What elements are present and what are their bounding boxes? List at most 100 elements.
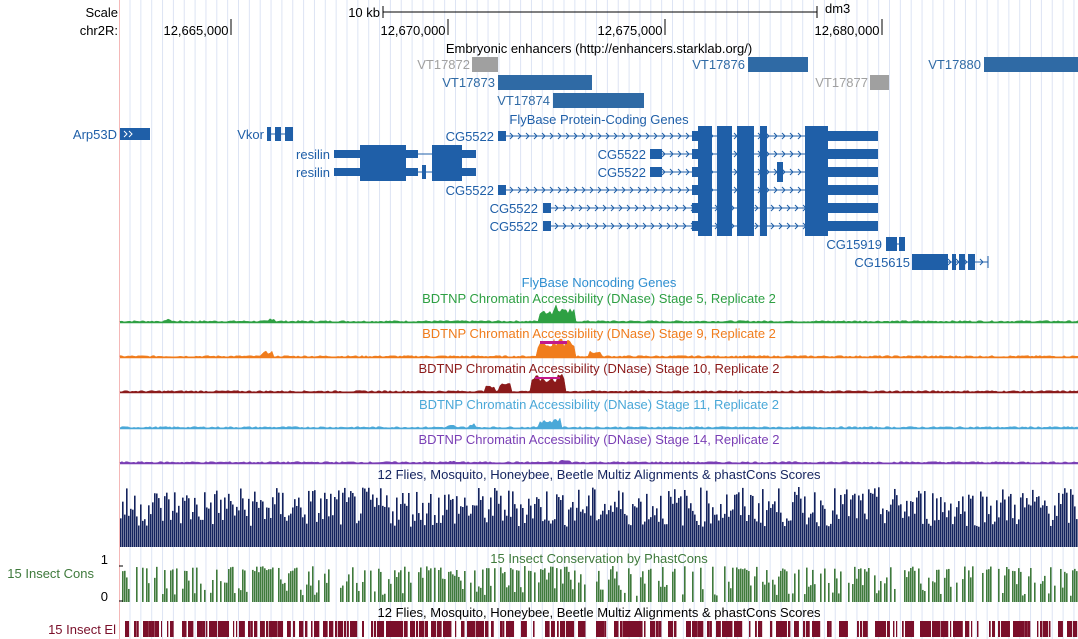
conserved-element[interactable] <box>404 621 408 637</box>
conserved-element[interactable] <box>863 621 868 637</box>
conserved-element[interactable] <box>347 621 349 637</box>
conserved-element[interactable] <box>335 621 338 637</box>
conserved-element[interactable] <box>935 621 939 637</box>
conserved-element[interactable] <box>254 621 258 637</box>
conserved-element[interactable] <box>692 621 698 637</box>
conserved-element[interactable] <box>1022 621 1025 637</box>
conserved-element[interactable] <box>440 621 442 637</box>
conserved-element[interactable] <box>1058 621 1063 637</box>
conserved-element[interactable] <box>392 621 398 637</box>
conserved-element[interactable] <box>395 621 400 637</box>
conserved-element[interactable] <box>482 621 485 637</box>
conserved-element[interactable] <box>266 621 269 637</box>
conserved-element[interactable] <box>968 621 970 637</box>
conserved-element[interactable] <box>578 621 583 637</box>
conserved-element[interactable] <box>749 621 751 637</box>
conserved-element[interactable] <box>329 621 333 637</box>
conserved-element[interactable] <box>989 621 991 637</box>
conserved-element[interactable] <box>1067 621 1073 637</box>
conserved-element[interactable] <box>446 621 452 637</box>
conserved-element[interactable] <box>524 621 526 637</box>
conserved-element[interactable] <box>992 621 996 637</box>
flybase-noncoding-track-title[interactable]: FlyBase Noncoding Genes <box>521 275 677 290</box>
conserved-element[interactable] <box>251 621 253 637</box>
conserved-element[interactable] <box>353 621 358 637</box>
conserved-element[interactable] <box>374 621 377 637</box>
conserved-element[interactable] <box>566 621 572 637</box>
conserved-element[interactable] <box>338 621 344 637</box>
conserved-element[interactable] <box>434 621 436 637</box>
conserved-element[interactable] <box>1007 621 1010 637</box>
conserved-element[interactable] <box>209 621 213 637</box>
conserved-element[interactable] <box>218 621 224 637</box>
conserved-element[interactable] <box>161 621 163 637</box>
conserved-element[interactable] <box>233 621 235 637</box>
gene-model[interactable] <box>543 216 878 236</box>
conserved-element[interactable] <box>656 621 659 637</box>
conserved-element[interactable] <box>563 621 565 637</box>
enhancer-box[interactable] <box>498 75 592 90</box>
conserved-element[interactable] <box>1028 621 1031 637</box>
conserved-element[interactable] <box>137 621 139 637</box>
dnase-stage5-title[interactable]: BDTNP Chromatin Accessibility (DNase) St… <box>422 291 776 306</box>
conserved-element[interactable] <box>317 621 319 637</box>
conserved-element[interactable] <box>887 621 890 637</box>
conserved-element[interactable] <box>1046 621 1048 637</box>
conserved-element[interactable] <box>716 621 721 637</box>
conserved-element[interactable] <box>635 621 641 637</box>
gene-label-resilin-2[interactable]: resilin <box>296 165 330 180</box>
conserved-element[interactable] <box>926 621 932 637</box>
gene-label-cg15615[interactable]: CG15615 <box>854 255 910 270</box>
gene-label-cg5522-4[interactable]: CG5522 <box>445 183 494 198</box>
gene-model[interactable] <box>334 145 476 163</box>
conserved-element[interactable] <box>212 621 217 637</box>
conserved-element[interactable] <box>500 621 503 637</box>
conserved-element[interactable] <box>584 621 586 637</box>
conserved-element[interactable] <box>701 621 704 637</box>
conserved-element[interactable] <box>134 621 137 637</box>
conserved-element[interactable] <box>881 621 887 637</box>
enhancer-label-vt17876[interactable]: VT17876 <box>692 57 745 72</box>
conserved-element[interactable] <box>143 621 149 637</box>
dnase-stage10-title[interactable]: BDTNP Chromatin Accessibility (DNase) St… <box>418 361 780 376</box>
conserved-element[interactable] <box>938 621 941 637</box>
conserved-element[interactable] <box>206 621 208 637</box>
conserved-element[interactable] <box>545 621 550 637</box>
conserved-element[interactable] <box>956 621 961 637</box>
gene-label-arp53d[interactable]: Arp53D <box>72 127 117 142</box>
conserved-element[interactable] <box>224 621 229 637</box>
conserved-element[interactable] <box>875 621 879 637</box>
conserved-element[interactable] <box>509 621 513 637</box>
conserved-element[interactable] <box>758 621 761 637</box>
conserved-element[interactable] <box>188 621 192 637</box>
conserved-element[interactable] <box>815 621 819 637</box>
conserved-element[interactable] <box>410 621 416 637</box>
conserved-element[interactable] <box>485 621 489 637</box>
conserved-element[interactable] <box>1040 621 1043 637</box>
conserved-element[interactable] <box>725 621 729 637</box>
conserved-element[interactable] <box>923 621 929 637</box>
conserved-element[interactable] <box>227 621 230 637</box>
conserved-element[interactable] <box>521 621 527 637</box>
conserved-element[interactable] <box>782 621 787 637</box>
conserved-element[interactable] <box>215 621 218 637</box>
conserved-element[interactable] <box>902 621 904 637</box>
conserved-element[interactable] <box>1073 621 1078 637</box>
conserved-element[interactable] <box>461 621 465 637</box>
gene-model[interactable] <box>498 126 878 146</box>
conserved-element[interactable] <box>737 621 743 637</box>
conserved-element[interactable] <box>707 621 710 637</box>
conserved-element[interactable] <box>776 621 782 637</box>
enhancer-label-vt17872[interactable]: VT17872 <box>417 57 470 72</box>
dnase-stage9-title[interactable]: BDTNP Chromatin Accessibility (DNase) St… <box>422 326 776 341</box>
gene-models[interactable] <box>120 126 989 270</box>
conserved-element[interactable] <box>941 621 945 637</box>
conserved-element[interactable] <box>761 621 763 637</box>
conserved-element[interactable] <box>1001 621 1005 637</box>
conserved-element[interactable] <box>794 621 799 637</box>
conserved-element[interactable] <box>200 621 203 637</box>
conserved-element[interactable] <box>155 621 160 637</box>
conserved-element[interactable] <box>551 621 555 637</box>
conserved-element[interactable] <box>950 621 952 637</box>
conserved-element[interactable] <box>431 621 437 637</box>
